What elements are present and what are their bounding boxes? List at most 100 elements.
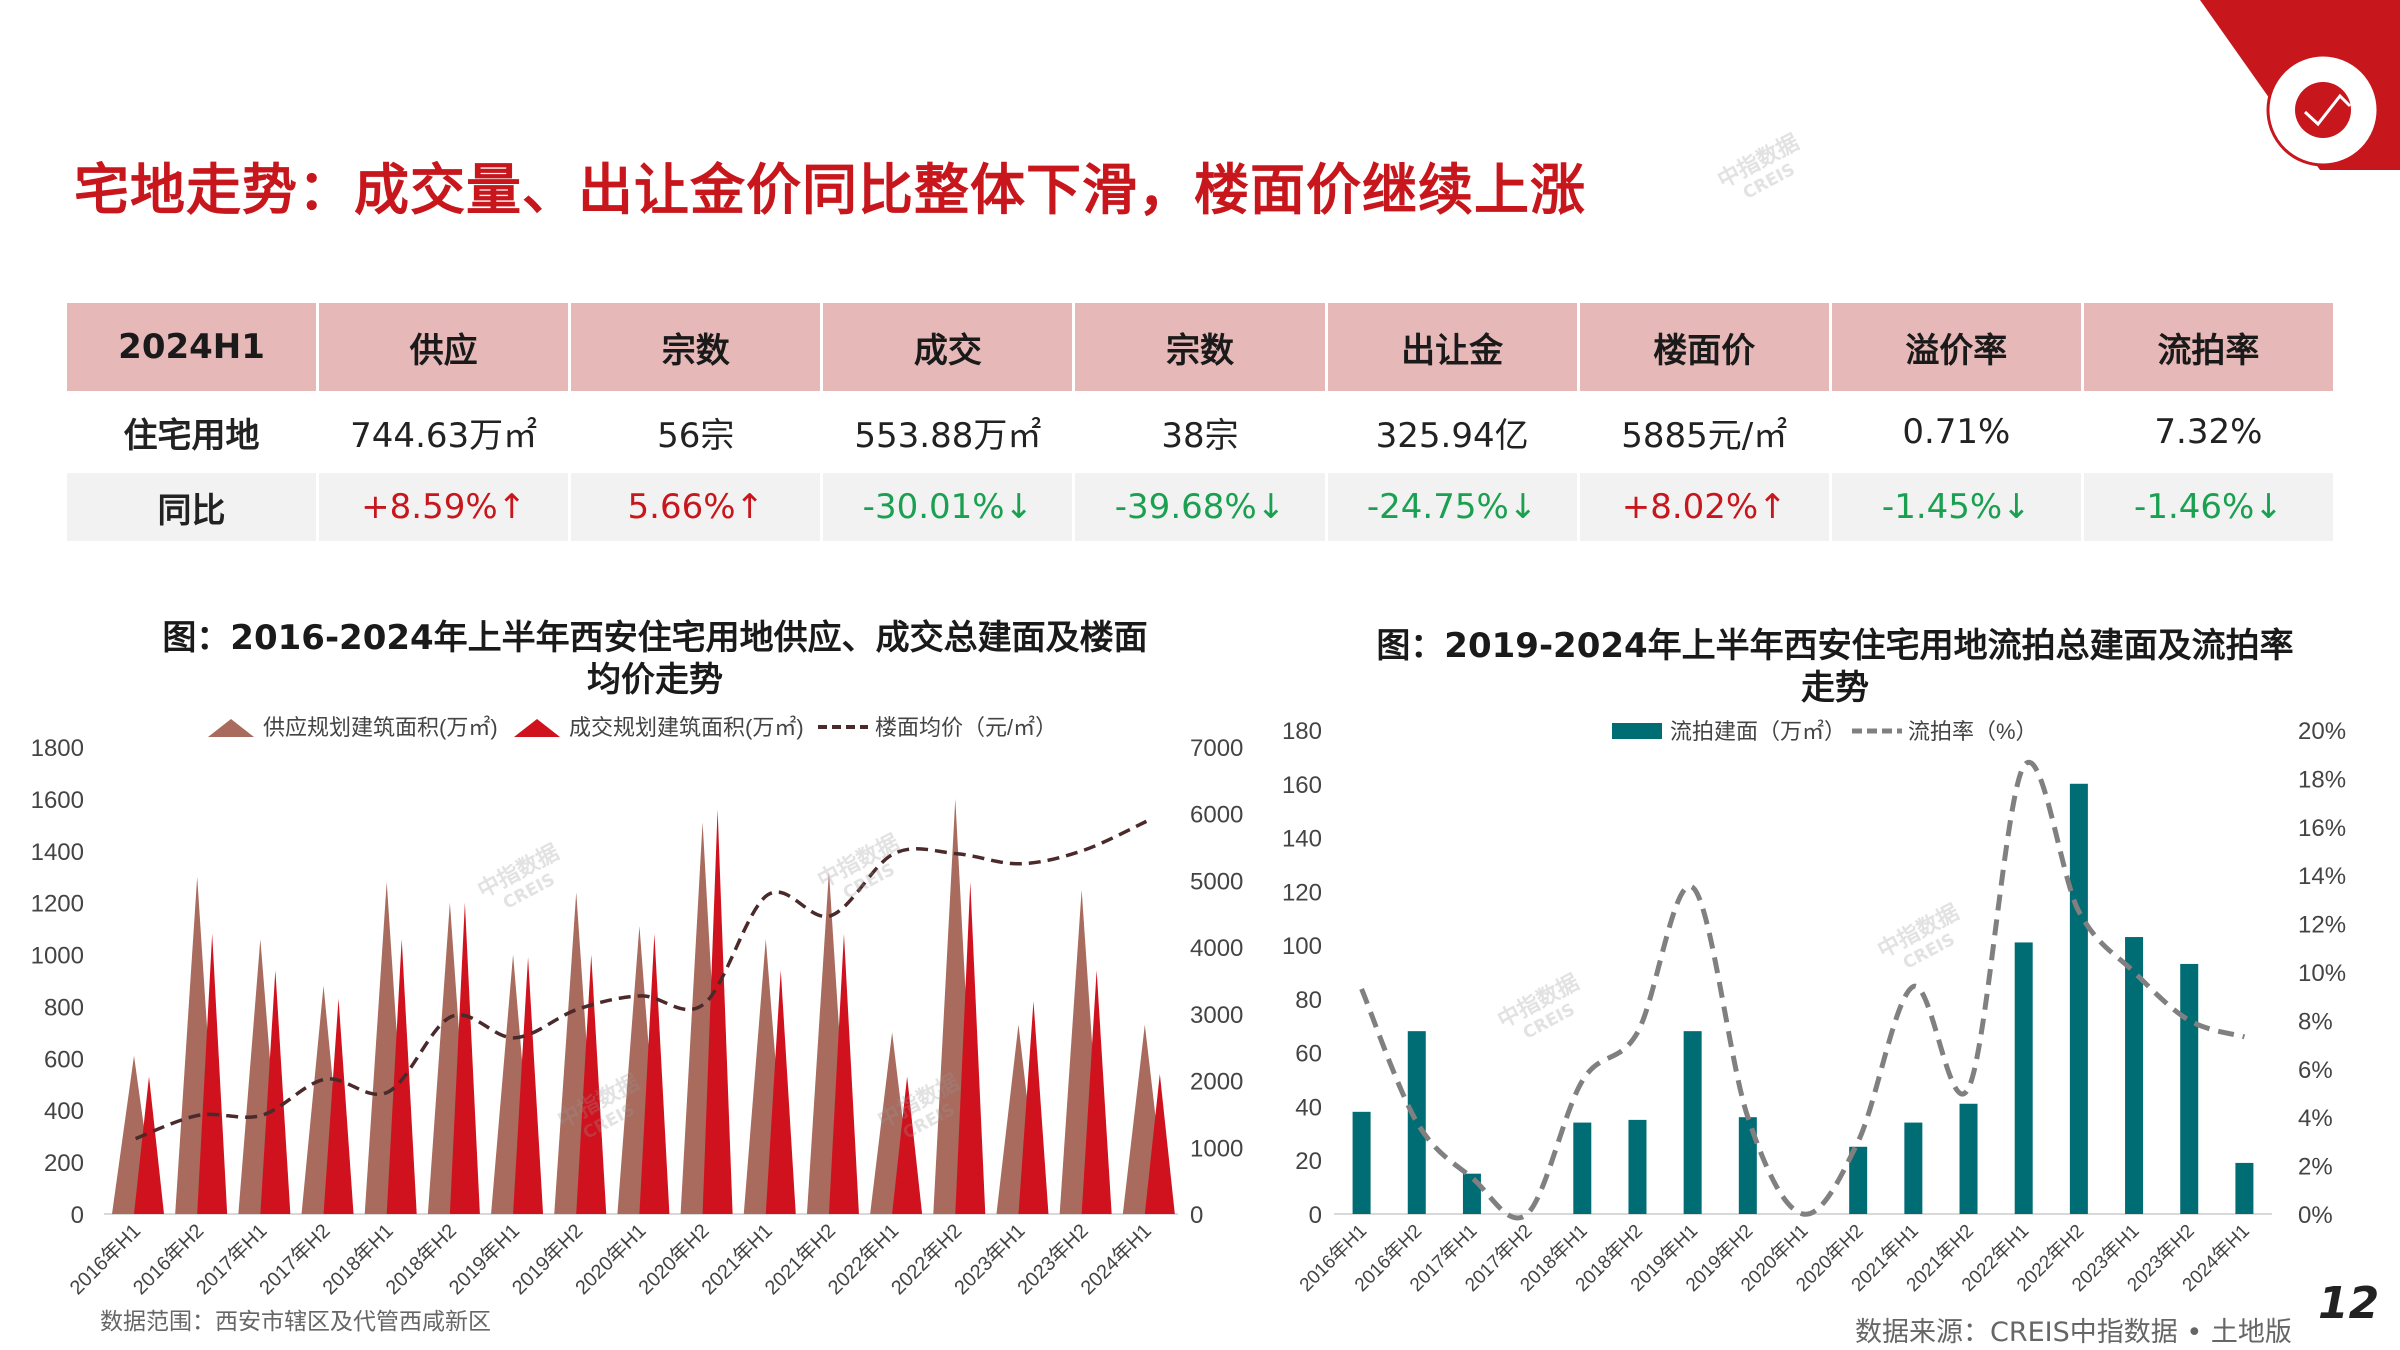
y-axis-tick-label: 1200 [31, 891, 84, 918]
failed-area-bar [2180, 963, 2199, 1214]
y2-axis-tick-label: 2% [2298, 1154, 2333, 1181]
y2-axis-tick-label: 12% [2298, 912, 2346, 939]
deal-triangle-bar [765, 970, 796, 1214]
legend-supply-swatch [208, 719, 254, 737]
supply-deal-price-chart: 0 200 400 600 800 1000 1200 1400 1600 1800 0 1000 20… [31, 715, 1244, 1299]
deal-triangle-bar [1081, 970, 1112, 1214]
y2-axis-tick-label: 2000 [1190, 1069, 1243, 1096]
yoy-cell: -30.01%↓ [823, 473, 1073, 541]
deal-triangle-bar [197, 933, 228, 1214]
failed-area-bar [1959, 1103, 1978, 1214]
header-cell: 流拍率 [2083, 303, 2333, 391]
y-axis-tick-label: 20 [1295, 1148, 1322, 1175]
data-source: 数据来源：CREIS中指数据 • 土地版 [1855, 1317, 2292, 1348]
deal-triangle-bar [576, 954, 607, 1214]
page-number: 12 [2318, 1278, 2380, 1329]
deal-triangle-bar [260, 970, 291, 1214]
y-axis-tick-label: 60 [1295, 1041, 1322, 1068]
brand-corner-logo [2200, 0, 2400, 170]
failed-area-bar [1683, 1031, 1702, 1214]
y-axis-tick-label: 1600 [31, 787, 84, 814]
failed-area-bar [2014, 942, 2033, 1214]
deal-triangle-bar [134, 1076, 164, 1214]
failed-area-bar [1352, 1111, 1371, 1214]
page-title: 宅地走势：成交量、出让金价同比整体下滑，楼面价继续上涨 [74, 158, 1587, 222]
failed-area-bar [1904, 1122, 1923, 1214]
yoy-cell: -1.46%↓ [2083, 473, 2333, 541]
legend-bar-swatch [1612, 723, 1662, 739]
y-axis-tick-label: 800 [44, 994, 84, 1021]
yoy-cell: +8.02%↑ [1579, 473, 1829, 541]
header-cell: 溢价率 [1831, 303, 2081, 391]
failed-area-bar [1462, 1173, 1481, 1214]
deal-triangle-bar [1018, 1001, 1049, 1214]
deal-triangle-bar [828, 933, 859, 1214]
failed-area-bar [1573, 1122, 1592, 1214]
y-axis-tick-label: 600 [44, 1046, 84, 1073]
y-axis-tick-label: 0 [71, 1202, 84, 1229]
deal-triangle-bar [892, 1076, 923, 1214]
y2-axis-tick-label: 20% [2298, 718, 2346, 745]
y2-axis-tick-label: 4000 [1190, 935, 1243, 962]
left-chart-title: 图：2016-2024年上半年西安住宅用地供应、成交总建面及楼面 均价走势 [100, 617, 1210, 701]
failed-area-bar [2125, 937, 2144, 1214]
yoy-cell: +8.59%↑ [319, 473, 569, 541]
y2-axis-tick-label: 4% [2298, 1105, 2333, 1132]
table-cell: 0.71% [1902, 412, 2011, 452]
header-cell: 楼面价 [1579, 303, 1829, 391]
table-row: 住宅用地 744.63万㎡ 56宗 553.88万㎡ 38宗 325.94亿 5… [67, 391, 2333, 473]
y2-axis-tick-label: 6000 [1190, 802, 1243, 829]
y-axis-tick-label: 400 [44, 1098, 84, 1125]
table-cell: 56宗 [657, 415, 735, 456]
yoy-cell: -39.68%↓ [1075, 473, 1325, 541]
table-cell: 38宗 [1161, 415, 1239, 456]
deal-triangle-bar [386, 938, 417, 1214]
legend-deal-swatch [514, 719, 560, 737]
y2-axis-tick-label: 3000 [1190, 1002, 1243, 1029]
table-cell: 5885元/㎡ [1621, 415, 1788, 456]
header-cell: 2024H1 [67, 303, 317, 391]
y2-axis-tick-label: 10% [2298, 960, 2346, 987]
failed-area-bar [1407, 1031, 1426, 1214]
y-axis-tick-label: 80 [1295, 987, 1322, 1014]
y2-axis-tick-label: 7000 [1190, 735, 1243, 762]
legend-price-label: 楼面均价（元/㎡） [875, 715, 1057, 740]
deal-triangle-bar [1144, 1073, 1175, 1214]
chart-title-line: 走势 [1801, 668, 1869, 708]
price-dashed-line [134, 819, 1148, 1141]
header-cell: 出让金 [1327, 303, 1577, 391]
failed-area-bar [1849, 1146, 1868, 1214]
y-axis-tick-label: 1000 [31, 943, 84, 970]
y-axis-tick-label: 140 [1282, 826, 1322, 853]
header-cell: 宗数 [571, 303, 821, 391]
y2-axis-tick-label: 0% [2298, 1202, 2333, 1229]
y-axis-tick-label: 180 [1282, 718, 1322, 745]
legend-deal-label: 成交规划建筑面积(万㎡) [569, 715, 804, 740]
summary-table: 2024H1 供应 宗数 成交 宗数 出让金 楼面价 溢价率 流拍率 住宅用地 … [64, 303, 2336, 541]
header-cell: 成交 [823, 303, 1073, 391]
right-chart-title: 图：2019-2024年上半年西安住宅用地流拍总建面及流拍率 走势 [1340, 625, 2330, 709]
y-axis-tick-label: 1800 [31, 735, 84, 762]
watermark: 中指数据 CREIS [1713, 130, 1804, 204]
deal-triangle-bar [323, 998, 354, 1214]
header-cell: 宗数 [1075, 303, 1325, 391]
failed-area-bar [2069, 783, 2088, 1214]
y-axis-tick-label: 40 [1295, 1094, 1322, 1121]
y2-axis-tick-label: 5000 [1190, 868, 1243, 895]
deal-triangle-bar [513, 957, 544, 1214]
chart-title-line: 图：2016-2024年上半年西安住宅用地供应、成交总建面及楼面 [162, 618, 1148, 658]
deal-triangle-bar [449, 902, 480, 1214]
chart-title-line: 均价走势 [587, 660, 723, 700]
chart-title-line: 图：2019-2024年上半年西安住宅用地流拍总建面及流拍率 [1376, 626, 2294, 666]
row-label: 同比 [67, 473, 317, 541]
y2-axis-tick-label: 8% [2298, 1008, 2333, 1035]
y2-axis-tick-label: 6% [2298, 1057, 2333, 1084]
table-cell: 744.63万㎡ [350, 415, 538, 456]
y2-axis-tick-label: 16% [2298, 815, 2346, 842]
y2-axis-tick-label: 1000 [1190, 1135, 1243, 1162]
deal-triangle-bar [702, 809, 733, 1214]
y-axis-tick-label: 0 [1309, 1202, 1322, 1229]
legend-rate-label: 流拍率（%） [1908, 719, 2038, 744]
y-axis-tick-label: 200 [44, 1150, 84, 1177]
table-cell: 7.32% [2154, 412, 2263, 452]
